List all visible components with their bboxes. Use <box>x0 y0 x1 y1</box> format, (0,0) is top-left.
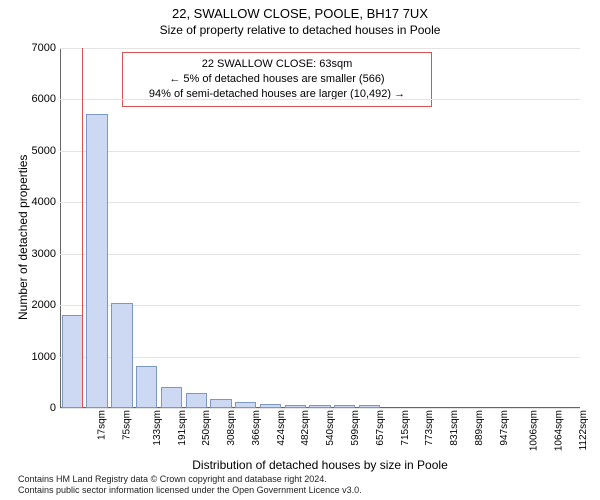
y-tick-label: 3000 <box>32 248 60 260</box>
x-tick-label: 540sqm <box>325 410 336 446</box>
x-tick-label: 17sqm <box>97 410 108 440</box>
y-tick-label: 1000 <box>32 351 60 363</box>
attribution-line-2: Contains public sector information licen… <box>18 485 362 496</box>
gridline <box>60 151 580 152</box>
x-axis-label: Distribution of detached houses by size … <box>60 458 580 472</box>
gridline <box>60 48 580 49</box>
y-tick-label: 2000 <box>32 299 60 311</box>
x-tick-label: 75sqm <box>122 410 133 440</box>
x-tick-label: 599sqm <box>350 410 361 446</box>
histogram-bar <box>309 405 330 408</box>
x-tick-label: 773sqm <box>424 410 435 446</box>
x-tick-label: 1122sqm <box>578 410 589 450</box>
x-tick-label: 947sqm <box>499 410 510 446</box>
histogram-bar <box>334 405 355 408</box>
x-tick-label: 424sqm <box>276 410 287 446</box>
y-tick-label: 5000 <box>32 145 60 157</box>
property-marker-line <box>82 48 83 408</box>
x-tick-label: 250sqm <box>202 410 213 446</box>
histogram-bar <box>62 315 83 408</box>
histogram-bar <box>260 404 281 408</box>
histogram-bar <box>285 405 306 408</box>
x-tick-label: 657sqm <box>375 410 386 446</box>
y-tick-label: 0 <box>50 402 60 414</box>
histogram-bar <box>186 393 207 408</box>
histogram-bar <box>86 114 107 408</box>
gridline <box>60 305 580 306</box>
page-title: 22, SWALLOW CLOSE, POOLE, BH17 7UX <box>0 6 600 23</box>
page-subtitle: Size of property relative to detached ho… <box>0 23 600 39</box>
histogram-bar <box>111 303 132 408</box>
gridline <box>60 202 580 203</box>
histogram-bar <box>235 402 256 408</box>
x-tick-label: 889sqm <box>474 410 485 446</box>
histogram-bar <box>136 366 157 408</box>
attribution-line-1: Contains HM Land Registry data © Crown c… <box>18 474 362 485</box>
gridline <box>60 357 580 358</box>
attribution-block: Contains HM Land Registry data © Crown c… <box>18 474 362 497</box>
histogram-bar <box>210 399 231 408</box>
x-tick-label: 1006sqm <box>529 410 540 451</box>
x-tick-label: 133sqm <box>152 410 163 446</box>
x-tick-label: 715sqm <box>400 410 411 446</box>
y-tick-label: 4000 <box>32 196 60 208</box>
x-tick-label: 831sqm <box>449 410 460 446</box>
title-block: 22, SWALLOW CLOSE, POOLE, BH17 7UX Size … <box>0 0 600 38</box>
gridline <box>60 254 580 255</box>
x-tick-label: 308sqm <box>226 410 237 446</box>
gridline <box>60 408 580 409</box>
chart-area: 0100020003000400050006000700017sqm75sqm1… <box>60 48 580 408</box>
histogram-bar <box>359 405 380 408</box>
x-tick-label: 1064sqm <box>554 410 565 451</box>
x-tick-label: 482sqm <box>301 410 312 446</box>
gridline <box>60 99 580 100</box>
x-tick-label: 366sqm <box>251 410 262 446</box>
y-axis-label: Number of detached properties <box>16 155 30 320</box>
histogram-bar <box>161 387 182 408</box>
y-tick-label: 6000 <box>32 93 60 105</box>
x-tick-label: 191sqm <box>177 410 188 446</box>
y-tick-label: 7000 <box>32 42 60 54</box>
plot-area: 0100020003000400050006000700017sqm75sqm1… <box>60 48 580 408</box>
